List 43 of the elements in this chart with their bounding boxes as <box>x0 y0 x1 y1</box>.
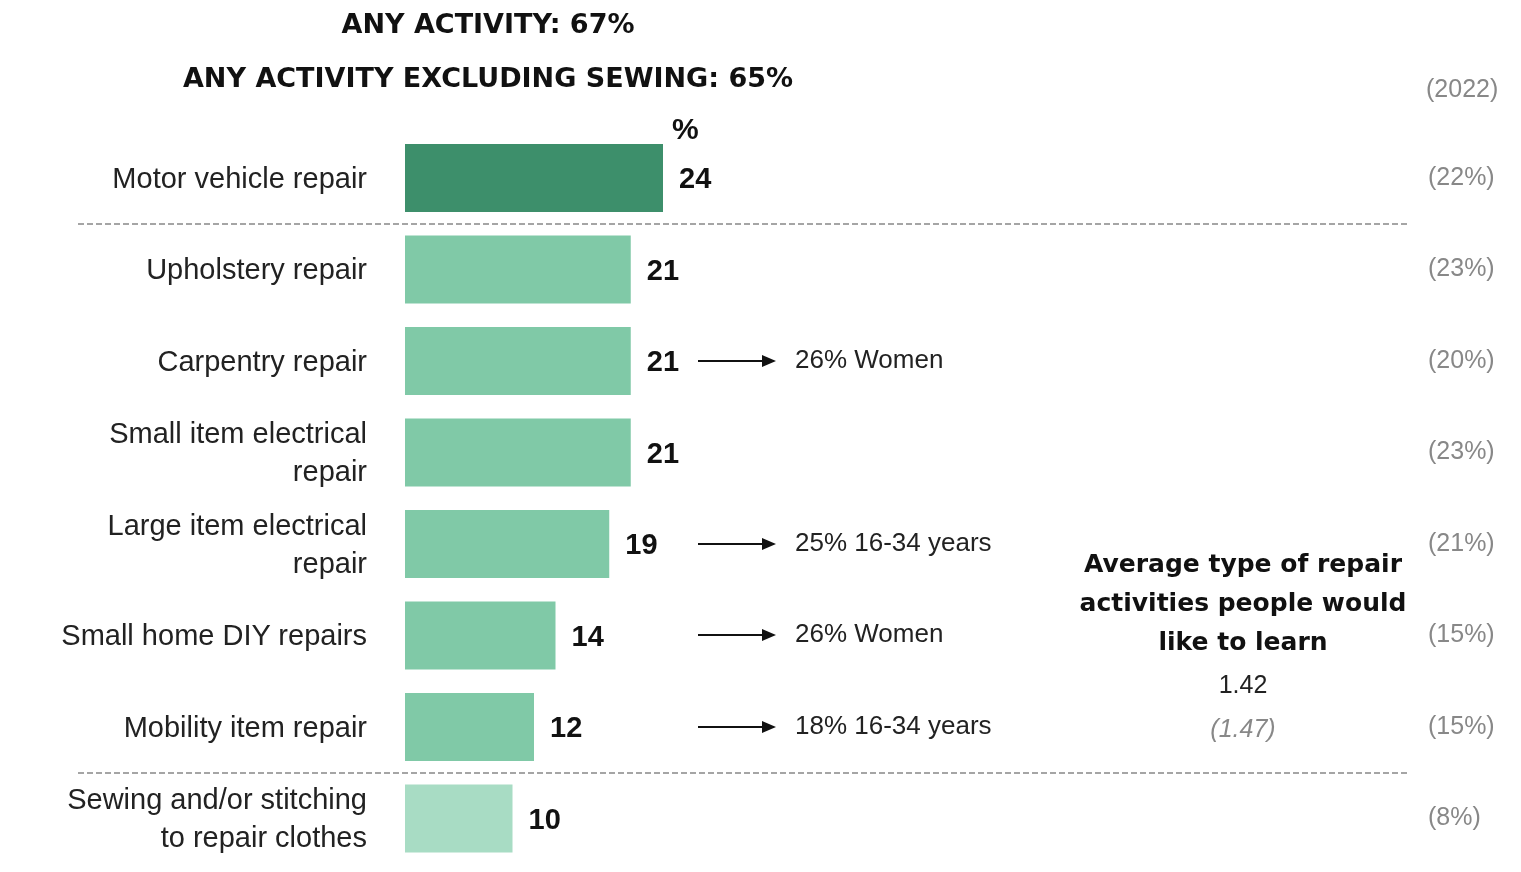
bar <box>405 418 631 487</box>
text: 26% Women <box>795 618 944 650</box>
y-tick-label: Motor vehicle repair <box>112 161 368 194</box>
text: (21%) <box>1428 527 1495 557</box>
y-tick-label: Upholstery repair <box>146 253 368 286</box>
text: Average type of repair activities people would like to learn <box>1078 548 1408 658</box>
y-tick-label: Small item electrical repair <box>109 417 368 488</box>
chart-title: ANY ACTIVITY: 67% <box>340 8 636 39</box>
data-label: 21 <box>646 345 680 378</box>
text: (23%) <box>1428 436 1495 466</box>
bar <box>405 692 534 761</box>
text: % <box>672 112 699 146</box>
data-label: 19 <box>625 528 658 561</box>
text: (22%) <box>1428 161 1495 191</box>
bar <box>405 601 556 670</box>
bar <box>405 235 631 304</box>
text: (23%) <box>1428 253 1495 283</box>
text: 18% 16-34 years <box>795 709 992 741</box>
chart-subtitle: ANY ACTIVITY EXCLUDING SEWING: 65% <box>181 62 795 93</box>
text: 26% Women <box>795 343 944 375</box>
text: (1.47) <box>1209 714 1277 743</box>
text: (2022) <box>1426 74 1499 103</box>
y-tick-label: Small home DIY repairs <box>61 619 367 652</box>
data-label: 21 <box>646 253 680 286</box>
text: (15%) <box>1428 619 1495 649</box>
text: (15%) <box>1428 710 1495 740</box>
bar <box>405 509 610 578</box>
data-label: 24 <box>679 162 712 195</box>
bar <box>405 326 631 395</box>
data-label: 10 <box>528 802 561 835</box>
text: (8%) <box>1428 802 1481 832</box>
data-label: 14 <box>571 619 604 652</box>
text: (20%) <box>1428 344 1495 374</box>
data-label: 12 <box>550 711 583 744</box>
y-tick-label: Large item electrical repair <box>107 508 368 579</box>
text: 25% 16-34 years <box>795 526 992 558</box>
y-tick-label: Carpentry repair <box>157 344 368 377</box>
bar <box>405 143 663 212</box>
y-tick-label: Mobility item repair <box>123 710 368 743</box>
bar <box>405 784 513 853</box>
text: 1.42 <box>1217 670 1269 699</box>
data-label: 21 <box>646 436 680 469</box>
y-tick-label: Sewing and/or stitching to repair clothes <box>67 783 367 854</box>
